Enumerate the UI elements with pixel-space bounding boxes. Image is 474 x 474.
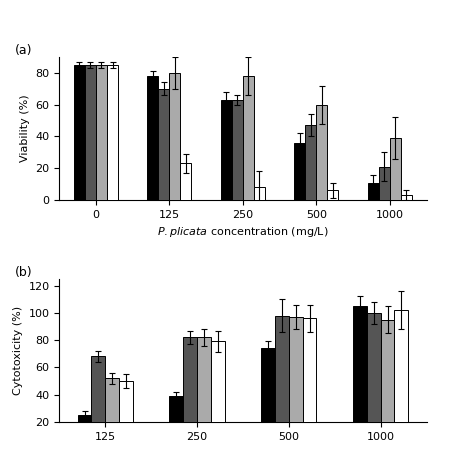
Bar: [353, 306, 367, 449]
Bar: [367, 313, 381, 449]
Bar: [197, 337, 211, 449]
Bar: [170, 396, 183, 449]
Bar: [317, 105, 328, 200]
Y-axis label: Cytotoxicity (%): Cytotoxicity (%): [13, 306, 23, 395]
Bar: [390, 138, 401, 200]
Bar: [221, 100, 232, 200]
Bar: [261, 348, 275, 449]
Y-axis label: Viability (%): Viability (%): [20, 95, 30, 162]
Bar: [379, 167, 390, 200]
Bar: [232, 100, 243, 200]
Bar: [96, 65, 107, 200]
Bar: [275, 316, 289, 449]
Bar: [119, 381, 133, 449]
Bar: [183, 337, 197, 449]
Bar: [105, 378, 119, 449]
Bar: [289, 317, 302, 449]
Bar: [170, 73, 181, 200]
X-axis label: $\it{P. plicata}$ concentration (mg/L): $\it{P. plicata}$ concentration (mg/L): [157, 225, 328, 239]
Text: (b): (b): [15, 266, 33, 279]
Bar: [85, 65, 96, 200]
Bar: [78, 415, 91, 449]
Bar: [243, 76, 254, 200]
Bar: [394, 310, 408, 449]
Bar: [305, 125, 316, 200]
Bar: [211, 341, 225, 449]
Bar: [294, 143, 305, 200]
Bar: [381, 319, 394, 449]
Bar: [302, 318, 316, 449]
Bar: [401, 195, 412, 200]
Bar: [181, 164, 191, 200]
Bar: [158, 89, 170, 200]
Bar: [107, 65, 118, 200]
Bar: [254, 187, 265, 200]
Bar: [91, 356, 105, 449]
Bar: [368, 182, 379, 200]
Bar: [328, 191, 338, 200]
Bar: [74, 65, 85, 200]
Bar: [147, 76, 158, 200]
Text: (a): (a): [15, 44, 33, 57]
